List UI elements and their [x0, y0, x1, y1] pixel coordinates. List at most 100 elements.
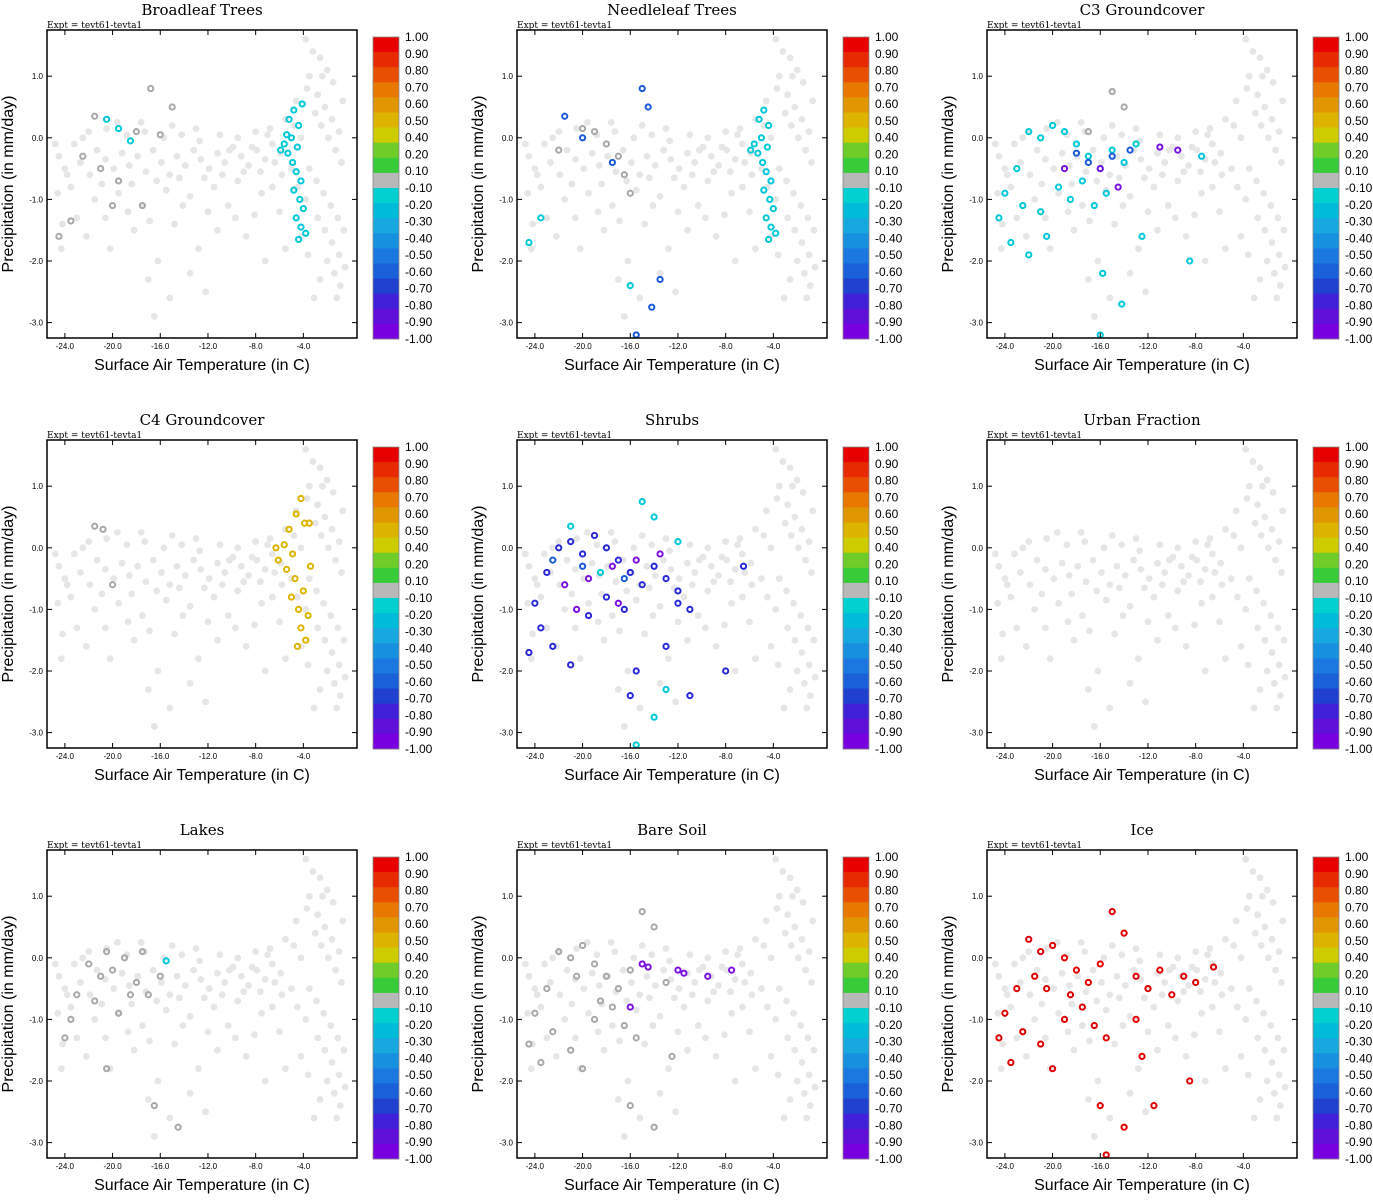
data-point — [1102, 189, 1110, 197]
y-tick-label: 1.0 — [972, 482, 984, 491]
background-point — [67, 183, 75, 191]
background-point — [636, 704, 644, 712]
background-point — [311, 519, 319, 527]
data-point — [650, 562, 658, 570]
background-point — [648, 131, 656, 139]
data-point — [156, 131, 164, 139]
background-point — [1254, 911, 1262, 919]
background-point — [1256, 464, 1264, 472]
background-point — [594, 1028, 602, 1036]
background-points — [51, 35, 349, 320]
background-point — [54, 1009, 62, 1017]
background-point — [704, 954, 712, 962]
background-point — [216, 541, 224, 549]
background-point — [1218, 581, 1226, 589]
x-tick-label: -12.0 — [669, 1162, 688, 1171]
background-point — [214, 226, 221, 234]
data-point — [755, 115, 763, 123]
background-point — [543, 214, 551, 222]
data-point — [1025, 251, 1033, 259]
background-point — [1237, 544, 1245, 552]
colorbar-swatch — [1313, 203, 1339, 219]
background-point — [1177, 152, 1185, 160]
background-point — [290, 532, 298, 539]
colorbar-label: 0.60 — [1345, 917, 1369, 931]
background-point — [1068, 180, 1076, 188]
background-point — [271, 159, 279, 166]
background-point — [1192, 948, 1200, 956]
colorbar-label: 0.90 — [875, 457, 899, 471]
background-point — [793, 476, 801, 484]
background-point — [1188, 143, 1196, 151]
data-point — [144, 991, 152, 999]
background-point — [738, 593, 746, 601]
background-point — [1217, 969, 1225, 977]
background-point — [130, 636, 138, 644]
colorbar-swatch — [843, 1053, 869, 1069]
data-point — [1043, 985, 1051, 993]
background-point — [242, 232, 250, 240]
background-point — [1082, 988, 1090, 996]
colorbar-swatch — [1313, 1113, 1339, 1130]
background-point — [1025, 538, 1033, 546]
data-point — [299, 205, 307, 213]
background-point — [1217, 149, 1225, 157]
background-point — [783, 997, 790, 1005]
colorbar-swatch — [1313, 917, 1339, 933]
background-point — [798, 649, 806, 656]
background-point — [614, 686, 622, 693]
data-point — [126, 137, 135, 145]
background-point — [340, 636, 348, 644]
background-point — [179, 1022, 187, 1029]
colorbar-swatch — [1313, 188, 1339, 204]
colorbar-swatch — [373, 1098, 399, 1115]
background-point — [806, 692, 814, 700]
background-point — [800, 269, 808, 277]
colorbar-label: 0.60 — [405, 507, 429, 521]
x-tick-label: -4.0 — [766, 752, 780, 761]
colorbar-label: 0.50 — [875, 524, 899, 538]
background-point — [319, 482, 326, 490]
background-point — [179, 612, 187, 619]
colorbar-swatch — [373, 992, 399, 1009]
background-point — [334, 1034, 342, 1042]
background-point — [197, 975, 205, 983]
background-point — [791, 636, 799, 644]
colorbar-swatch — [1313, 992, 1339, 1009]
background-point — [305, 575, 313, 582]
colorbar-label: 0.90 — [875, 867, 899, 881]
background-point — [317, 532, 325, 539]
colorbar-label: -0.40 — [875, 231, 903, 245]
colorbar-swatch — [843, 37, 869, 53]
y-tick-label: -1.0 — [29, 605, 43, 614]
data-point — [1102, 1034, 1110, 1042]
colorbar-label: -0.10 — [1345, 1001, 1373, 1015]
colorbar-swatch — [1313, 718, 1339, 735]
colorbar-swatch — [843, 142, 869, 159]
background-point — [234, 177, 242, 185]
background-point — [1185, 572, 1192, 579]
background-point — [173, 972, 181, 980]
colorbar-swatch — [1313, 887, 1339, 903]
background-point — [543, 1034, 551, 1042]
data-point — [280, 541, 288, 549]
colorbar: 1.000.900.800.700.600.500.400.200.10-0.1… — [842, 30, 903, 346]
data-point — [55, 232, 63, 240]
y-tick-label: -2.0 — [499, 667, 513, 676]
background-point — [1113, 972, 1121, 980]
expt-label: Expt = tevt61-tevta1 — [517, 21, 612, 31]
expt-label: Expt = tevt61-tevta1 — [987, 431, 1082, 441]
background-point — [525, 972, 533, 980]
background-point — [338, 569, 345, 576]
background-point — [1237, 954, 1245, 962]
y-axis-label: Precipitation (in mm/day) — [470, 506, 487, 683]
background-point — [573, 945, 581, 952]
background-point — [1132, 535, 1140, 542]
data-point — [1037, 134, 1045, 142]
data-point — [283, 565, 291, 573]
background-point — [268, 183, 276, 191]
background-point — [1077, 939, 1085, 946]
background-point — [727, 578, 734, 586]
background-point — [809, 507, 817, 515]
colorbar-swatch — [1313, 733, 1339, 750]
